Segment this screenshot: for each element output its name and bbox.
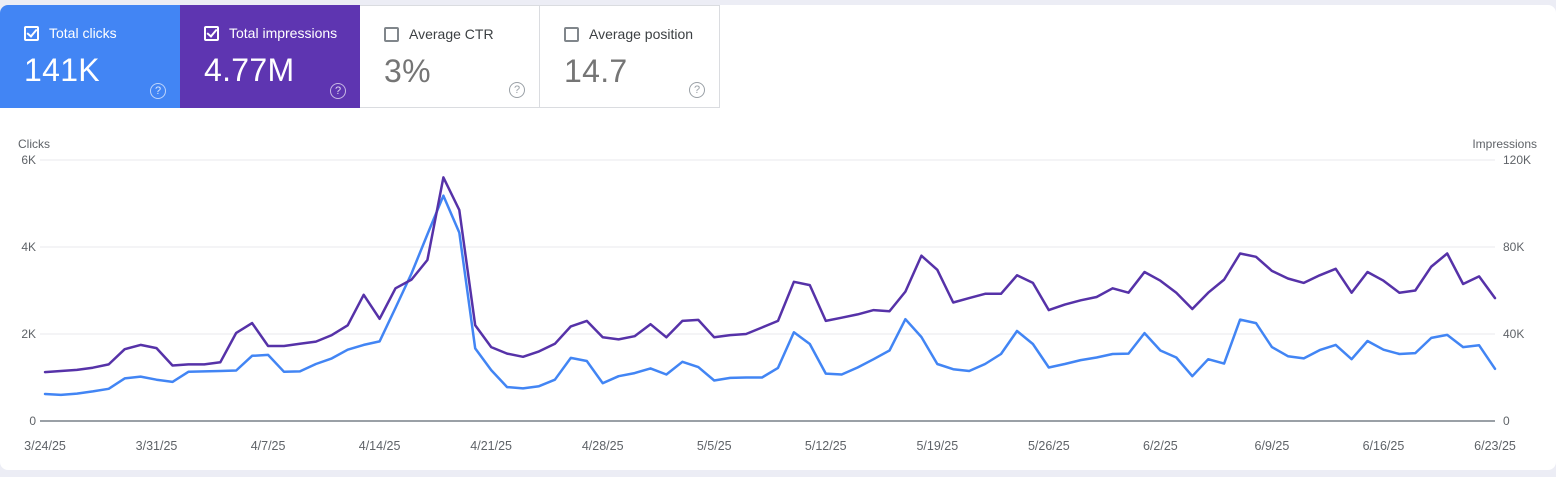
x-axis-date-label: 5/19/25 xyxy=(916,439,958,453)
right-axis-title: Impressions xyxy=(1472,137,1537,151)
x-axis-date-label: 4/14/25 xyxy=(359,439,401,453)
card-total-impressions-header: Total impressions xyxy=(204,25,360,41)
help-icon[interactable]: ? xyxy=(509,82,525,98)
x-axis-date-label: 6/16/25 xyxy=(1363,439,1405,453)
x-axis-date-label: 5/26/25 xyxy=(1028,439,1070,453)
right-axis-tick: 40K xyxy=(1503,327,1524,341)
checkbox-checked-icon[interactable] xyxy=(24,25,39,41)
impressions-line xyxy=(43,176,1497,374)
card-total-impressions[interactable]: Total impressions 4.77M ? xyxy=(180,5,360,108)
checkbox-unchecked-icon[interactable] xyxy=(564,26,579,42)
x-axis-date-label: 4/28/25 xyxy=(582,439,624,453)
average-position-value: 14.7 xyxy=(564,53,628,89)
metric-cards-row: Total clicks 141K ? Total impressions 4.… xyxy=(0,5,1556,108)
x-axis-date-label: 6/23/25 xyxy=(1474,439,1516,453)
card-label: Total clicks xyxy=(49,25,117,41)
total-clicks-value: 141K xyxy=(24,52,100,88)
card-average-ctr[interactable]: Average CTR 3% ? xyxy=(360,5,540,108)
left-axis-tick: 2K xyxy=(21,327,36,341)
help-icon[interactable]: ? xyxy=(330,83,346,99)
help-icon[interactable]: ? xyxy=(150,83,166,99)
average-ctr-value: 3% xyxy=(384,53,431,89)
x-axis-date-label: 6/2/25 xyxy=(1143,439,1178,453)
card-average-position[interactable]: Average position 14.7 ? xyxy=(540,5,720,108)
chart-svg[interactable]: 0 0 2K 40K 4K 80K 6K 120K Clicks Impressions 3/24/… xyxy=(0,108,1556,470)
card-label: Average position xyxy=(589,26,694,42)
performance-panel: Total clicks 141K ? Total impressions 4.… xyxy=(0,5,1556,470)
card-label: Total impressions xyxy=(229,25,338,41)
x-axis-date-label: 3/24/25 xyxy=(24,439,66,453)
x-axis-date-label: 5/5/25 xyxy=(697,439,732,453)
checkbox-unchecked-icon[interactable] xyxy=(384,26,399,42)
right-axis-tick: 80K xyxy=(1503,240,1524,254)
card-total-clicks[interactable]: Total clicks 141K ? xyxy=(0,5,180,108)
total-impressions-value: 4.77M xyxy=(204,52,295,88)
clicks-line xyxy=(43,194,1497,397)
right-axis-tick: 120K xyxy=(1503,153,1531,167)
card-total-clicks-header: Total clicks xyxy=(24,25,180,41)
card-average-ctr-header: Average CTR xyxy=(384,26,539,42)
x-axis-date-label: 6/9/25 xyxy=(1255,439,1290,453)
x-axis-date-label: 5/12/25 xyxy=(805,439,847,453)
card-average-position-header: Average position xyxy=(564,26,719,42)
x-axis-date-label: 4/21/25 xyxy=(470,439,512,453)
left-axis-title: Clicks xyxy=(18,137,50,151)
performance-chart[interactable]: 0 0 2K 40K 4K 80K 6K 120K Clicks Impressions 3/24/… xyxy=(0,108,1556,470)
left-axis-tick: 4K xyxy=(21,240,36,254)
left-axis-tick: 6K xyxy=(21,153,36,167)
help-icon[interactable]: ? xyxy=(689,82,705,98)
checkbox-checked-icon[interactable] xyxy=(204,25,219,41)
x-axis-date-label: 4/7/25 xyxy=(251,439,286,453)
right-axis-tick: 0 xyxy=(1503,414,1510,428)
card-label: Average CTR xyxy=(409,26,494,42)
x-axis-date-label: 3/31/25 xyxy=(136,439,178,453)
left-axis-tick: 0 xyxy=(29,414,36,428)
